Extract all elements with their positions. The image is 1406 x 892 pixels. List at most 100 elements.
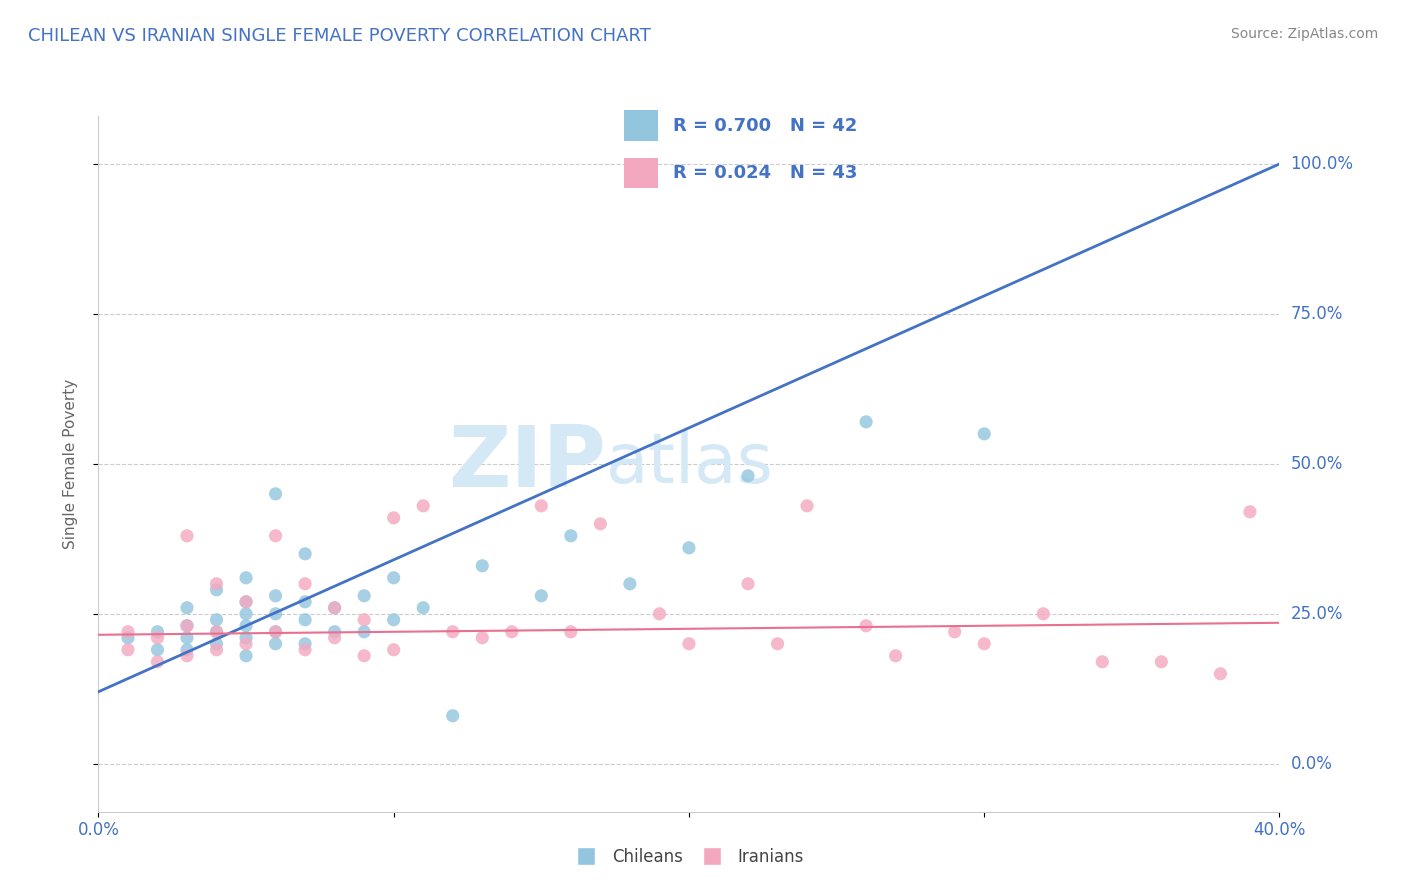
Point [323, 631, 346, 645]
Point [205, 637, 228, 651]
Point [353, 613, 375, 627]
Point [353, 624, 375, 639]
Point [294, 637, 316, 651]
Text: R = 0.700   N = 42: R = 0.700 N = 42 [673, 117, 858, 135]
Point [264, 529, 287, 543]
Point [176, 600, 198, 615]
Point [1209, 666, 1232, 681]
Point [796, 499, 818, 513]
Point [737, 576, 759, 591]
Point [264, 624, 287, 639]
Point [382, 571, 405, 585]
Point [1150, 655, 1173, 669]
Point [146, 631, 169, 645]
Point [235, 637, 257, 651]
Point [973, 637, 995, 651]
Point [855, 619, 877, 633]
Point [560, 529, 582, 543]
Point [235, 595, 257, 609]
Point [323, 600, 346, 615]
Text: 100.0%: 100.0% [1291, 155, 1354, 173]
Point [205, 624, 228, 639]
Bar [624, 158, 658, 188]
Point [382, 511, 405, 525]
Y-axis label: Single Female Poverty: Single Female Poverty [63, 379, 77, 549]
Point [146, 624, 169, 639]
Point [973, 426, 995, 441]
Point [530, 589, 553, 603]
Point [205, 576, 228, 591]
Point [235, 595, 257, 609]
Point [471, 631, 494, 645]
Text: 50.0%: 50.0% [1291, 455, 1343, 473]
Point [1032, 607, 1054, 621]
Point [855, 415, 877, 429]
Point [619, 576, 641, 591]
Text: atlas: atlas [606, 430, 775, 498]
Text: 0.0%: 0.0% [1291, 755, 1333, 772]
Text: ZIP: ZIP [449, 422, 606, 506]
Point [264, 487, 287, 501]
Point [264, 589, 287, 603]
Point [766, 637, 789, 651]
Point [117, 642, 139, 657]
Point [117, 631, 139, 645]
Legend: Chileans, Iranians: Chileans, Iranians [567, 842, 811, 873]
Point [943, 624, 966, 639]
Point [501, 624, 523, 639]
Point [323, 600, 346, 615]
Point [353, 589, 375, 603]
Point [205, 642, 228, 657]
Point [176, 619, 198, 633]
Point [353, 648, 375, 663]
Text: 75.0%: 75.0% [1291, 305, 1343, 323]
Point [471, 558, 494, 573]
Point [176, 631, 198, 645]
Point [176, 648, 198, 663]
Point [294, 613, 316, 627]
Point [382, 642, 405, 657]
Point [176, 619, 198, 633]
Point [235, 631, 257, 645]
Point [146, 642, 169, 657]
Point [146, 655, 169, 669]
Point [235, 571, 257, 585]
Point [235, 648, 257, 663]
Point [884, 648, 907, 663]
Point [205, 624, 228, 639]
Point [235, 607, 257, 621]
Point [117, 624, 139, 639]
Point [648, 607, 671, 621]
Point [412, 499, 434, 513]
Point [530, 499, 553, 513]
Point [205, 613, 228, 627]
Point [235, 619, 257, 633]
Point [560, 624, 582, 639]
Point [382, 613, 405, 627]
Point [1239, 505, 1261, 519]
Point [412, 600, 434, 615]
Point [264, 624, 287, 639]
Point [589, 516, 612, 531]
Point [205, 582, 228, 597]
Point [264, 607, 287, 621]
Point [323, 624, 346, 639]
Point [737, 468, 759, 483]
Point [441, 708, 464, 723]
Point [294, 595, 316, 609]
Text: R = 0.024   N = 43: R = 0.024 N = 43 [673, 164, 858, 182]
Text: 25.0%: 25.0% [1291, 605, 1343, 623]
Point [294, 642, 316, 657]
Point [294, 576, 316, 591]
Point [176, 529, 198, 543]
Point [294, 547, 316, 561]
Point [678, 637, 700, 651]
Text: CHILEAN VS IRANIAN SINGLE FEMALE POVERTY CORRELATION CHART: CHILEAN VS IRANIAN SINGLE FEMALE POVERTY… [28, 27, 651, 45]
Point [264, 637, 287, 651]
Point [678, 541, 700, 555]
Point [441, 624, 464, 639]
Text: Source: ZipAtlas.com: Source: ZipAtlas.com [1230, 27, 1378, 41]
Point [1091, 655, 1114, 669]
Point [176, 642, 198, 657]
Bar [624, 111, 658, 141]
